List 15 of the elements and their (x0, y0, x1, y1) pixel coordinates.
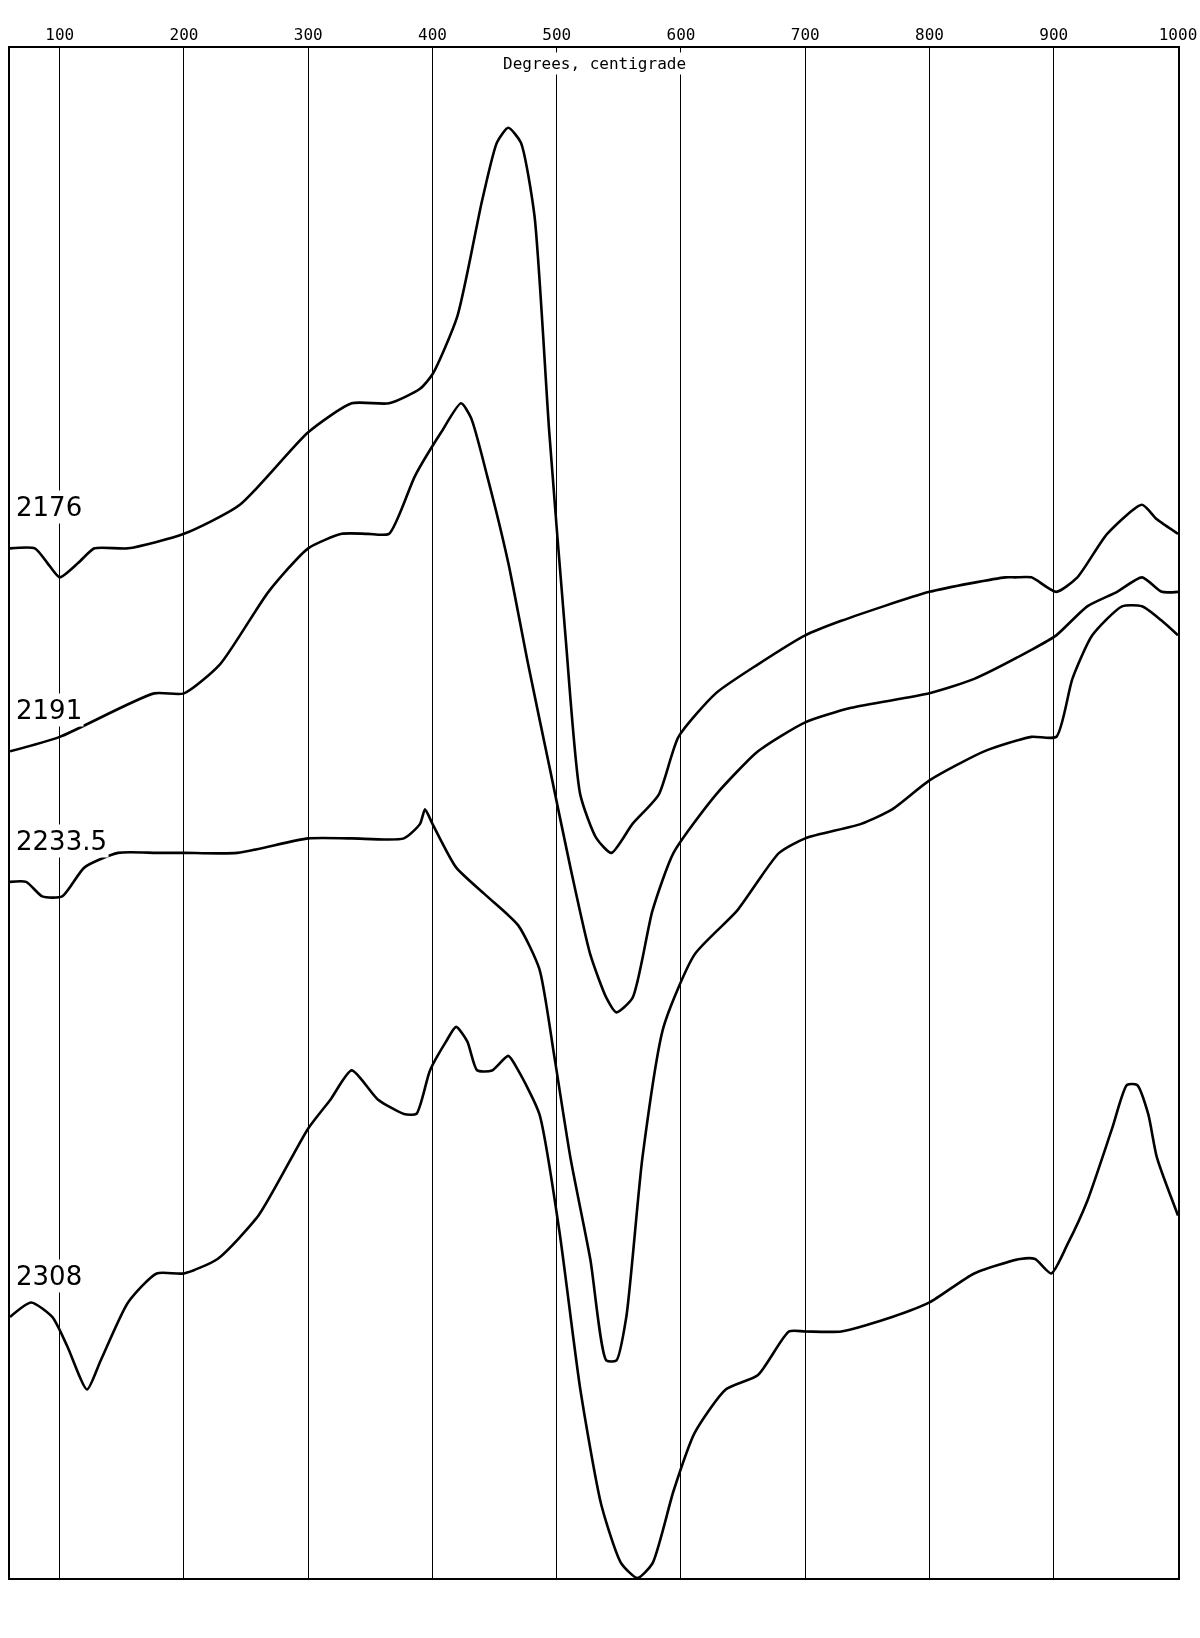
x-tick-label: 600 (666, 24, 696, 44)
x-tick-label: 700 (790, 24, 820, 44)
x-axis-title: Degrees, centigrade (503, 54, 687, 73)
series-label: 2176 (16, 492, 83, 522)
x-tick-label: 200 (169, 24, 199, 44)
x-tick-label: 900 (1039, 24, 1069, 44)
x-tick-label: 300 (293, 24, 323, 44)
x-tick-label: 800 (915, 24, 944, 44)
x-tick-label: 400 (418, 24, 447, 44)
x-tick-label: 500 (542, 24, 572, 44)
x-tick-label: 1000 (1158, 24, 1198, 44)
series-label: 2191 (16, 695, 83, 725)
x-tick-label: 100 (45, 24, 75, 44)
series-label: 2233.5 (16, 826, 107, 856)
series-label: 2308 (16, 1261, 83, 1291)
